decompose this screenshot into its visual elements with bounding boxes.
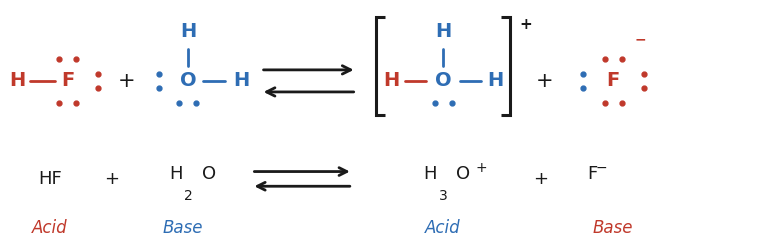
- Text: H: H: [487, 72, 504, 90]
- Text: H: H: [234, 72, 249, 90]
- Text: +: +: [519, 17, 532, 32]
- Text: +: +: [475, 161, 487, 175]
- Text: F: F: [587, 165, 598, 183]
- Text: +: +: [536, 71, 553, 91]
- Text: H: H: [9, 72, 26, 90]
- Text: +: +: [533, 170, 548, 188]
- Text: H: H: [169, 165, 182, 183]
- Text: F: F: [61, 72, 74, 90]
- Text: −: −: [596, 161, 608, 175]
- Text: HF: HF: [38, 170, 62, 188]
- Text: O: O: [456, 165, 470, 183]
- Text: O: O: [202, 165, 216, 183]
- Text: O: O: [180, 72, 196, 90]
- Text: H: H: [424, 165, 437, 183]
- Text: H: H: [435, 22, 451, 42]
- Text: O: O: [435, 72, 451, 90]
- Text: Acid: Acid: [32, 219, 68, 237]
- Text: 2: 2: [184, 189, 193, 203]
- Text: +: +: [104, 170, 119, 188]
- Text: Base: Base: [163, 219, 203, 237]
- Text: −: −: [635, 32, 647, 46]
- Text: Acid: Acid: [425, 219, 461, 237]
- Text: H: H: [383, 72, 399, 90]
- Text: +: +: [118, 71, 135, 91]
- Text: 3: 3: [439, 189, 447, 203]
- Text: Base: Base: [593, 219, 633, 237]
- Text: F: F: [607, 72, 620, 90]
- Text: H: H: [180, 22, 196, 42]
